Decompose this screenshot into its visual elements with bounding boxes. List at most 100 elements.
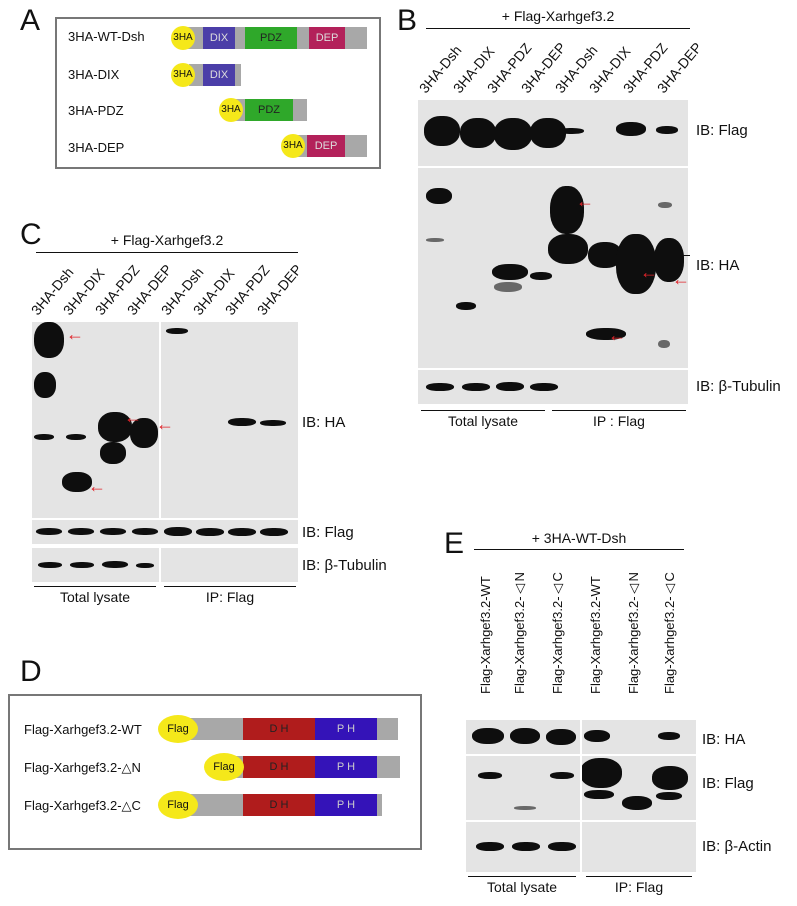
ph-domain: P H (315, 794, 377, 816)
band (34, 372, 56, 398)
construct-label-wt-dsh: 3HA-WT-Dsh (68, 29, 145, 44)
band (164, 527, 192, 536)
band (546, 729, 576, 745)
dh-domain: D H (243, 794, 315, 816)
panel-b-ha-blot (418, 168, 688, 368)
band (98, 412, 132, 442)
construct-label-pdz: 3HA-PDZ (68, 103, 124, 118)
lane-label: Flag-Xarhgef3.2-WT (588, 576, 603, 694)
band (550, 772, 574, 779)
panel-e-header: + 3HA-WT-Dsh (531, 530, 627, 546)
dix-domain: DIX (203, 27, 235, 49)
band (426, 188, 452, 204)
panel-e-header-line (474, 549, 684, 550)
panel-c-flag-blot (32, 520, 298, 544)
red-arrow-icon: ← (672, 269, 690, 289)
panel-a-construct-box: 3HA-WT-Dsh DIX PDZ DEP 3HA 3HA-DIX DIX 3… (55, 17, 381, 169)
panel-e-total-line (468, 876, 576, 877)
band (654, 238, 684, 282)
band (530, 272, 552, 280)
band (658, 340, 670, 348)
red-arrow-icon: ← (640, 262, 658, 282)
construct-label-wt: Flag-Xarhgef3.2-WT (24, 722, 142, 737)
band (260, 528, 288, 536)
lane-divider (580, 720, 582, 872)
panel-d-letter: D (20, 655, 42, 688)
band (102, 561, 128, 568)
band (166, 328, 188, 334)
panel-e-letter: E (444, 527, 465, 560)
band (456, 302, 476, 310)
red-arrow-icon: ← (66, 324, 84, 344)
band (512, 842, 540, 851)
panel-c-total-lysate: Total lysate (59, 589, 131, 605)
dep-domain: DEP (307, 135, 345, 157)
lane-label: Flag-Xarhgef3.2-WT (478, 576, 493, 694)
band (424, 116, 460, 146)
red-arrow-icon: ← (576, 191, 594, 211)
red-arrow-icon: ← (124, 407, 142, 427)
band (584, 730, 610, 742)
panel-b-ib-ha: IB: HA (696, 257, 740, 274)
band (584, 790, 614, 799)
dh-domain: D H (243, 756, 315, 778)
band (580, 758, 622, 788)
band (530, 383, 558, 391)
panel-c-ip-flag: IP: Flag (205, 589, 255, 605)
band (616, 234, 656, 294)
band (132, 528, 158, 535)
lane-label: Flag-Xarhgef3.2-△N (512, 572, 527, 694)
dh-domain: D H (243, 718, 315, 740)
flag-tag-icon: Flag (158, 715, 198, 743)
panel-b-letter: B (397, 4, 418, 37)
band (656, 792, 682, 800)
pdz-domain: PDZ (245, 27, 297, 49)
construct-label-delta-n: Flag-Xarhgef3.2-△N (24, 760, 141, 775)
band (260, 420, 286, 426)
band (658, 732, 680, 740)
construct-label-dix: 3HA-DIX (68, 67, 120, 82)
pdz-domain: PDZ (245, 99, 293, 121)
band (658, 202, 672, 208)
panel-b-flag-blot (418, 100, 688, 166)
band (34, 434, 54, 440)
band (426, 383, 454, 391)
marker-tick (682, 255, 690, 256)
panel-b-total-lysate: Total lysate (447, 413, 519, 429)
ha-tag-icon: 3HA (171, 63, 195, 87)
panel-d-construct-box: Flag-Xarhgef3.2-WT D H P H Flag Flag-Xar… (8, 694, 422, 850)
panel-b-total-line (421, 410, 545, 411)
panel-c-header-line (36, 252, 298, 253)
band (426, 238, 444, 242)
panel-c-ib-flag: IB: Flag (302, 524, 354, 541)
band (616, 122, 646, 136)
ha-tag-icon: 3HA (219, 98, 243, 122)
ha-tag-icon: 3HA (171, 26, 195, 50)
band (462, 383, 490, 391)
panel-e-ib-actin: IB: β-Actin (702, 838, 772, 855)
band (476, 842, 504, 851)
band (510, 728, 540, 744)
band (622, 796, 652, 810)
band (496, 382, 524, 391)
panel-e-total-lysate: Total lysate (486, 879, 558, 895)
lane-divider (159, 322, 161, 518)
panel-b-ip-flag: IP : Flag (593, 413, 645, 429)
lane-label: Flag-Xarhgef3.2-△N (626, 572, 641, 694)
band (136, 563, 154, 568)
band (548, 842, 576, 851)
panel-c-ib-ha: IB: HA (302, 414, 346, 431)
panel-b-ib-tubulin: IB: β-Tubulin (696, 378, 781, 395)
flag-tag-icon: Flag (204, 753, 244, 781)
lane-divider (159, 548, 161, 582)
panel-b-header-line (426, 28, 690, 29)
panel-c-ip-line (164, 586, 296, 587)
ph-domain: P H (315, 756, 377, 778)
construct-label-dep: 3HA-DEP (68, 140, 125, 155)
band (62, 472, 92, 492)
panel-c-header: + Flag-Xarhgef3.2 (110, 232, 224, 248)
band (196, 528, 224, 536)
construct-label-delta-c: Flag-Xarhgef3.2-△C (24, 798, 141, 813)
flag-tag-icon: Flag (158, 791, 198, 819)
panel-c-ib-tubulin: IB: β-Tubulin (302, 557, 387, 574)
